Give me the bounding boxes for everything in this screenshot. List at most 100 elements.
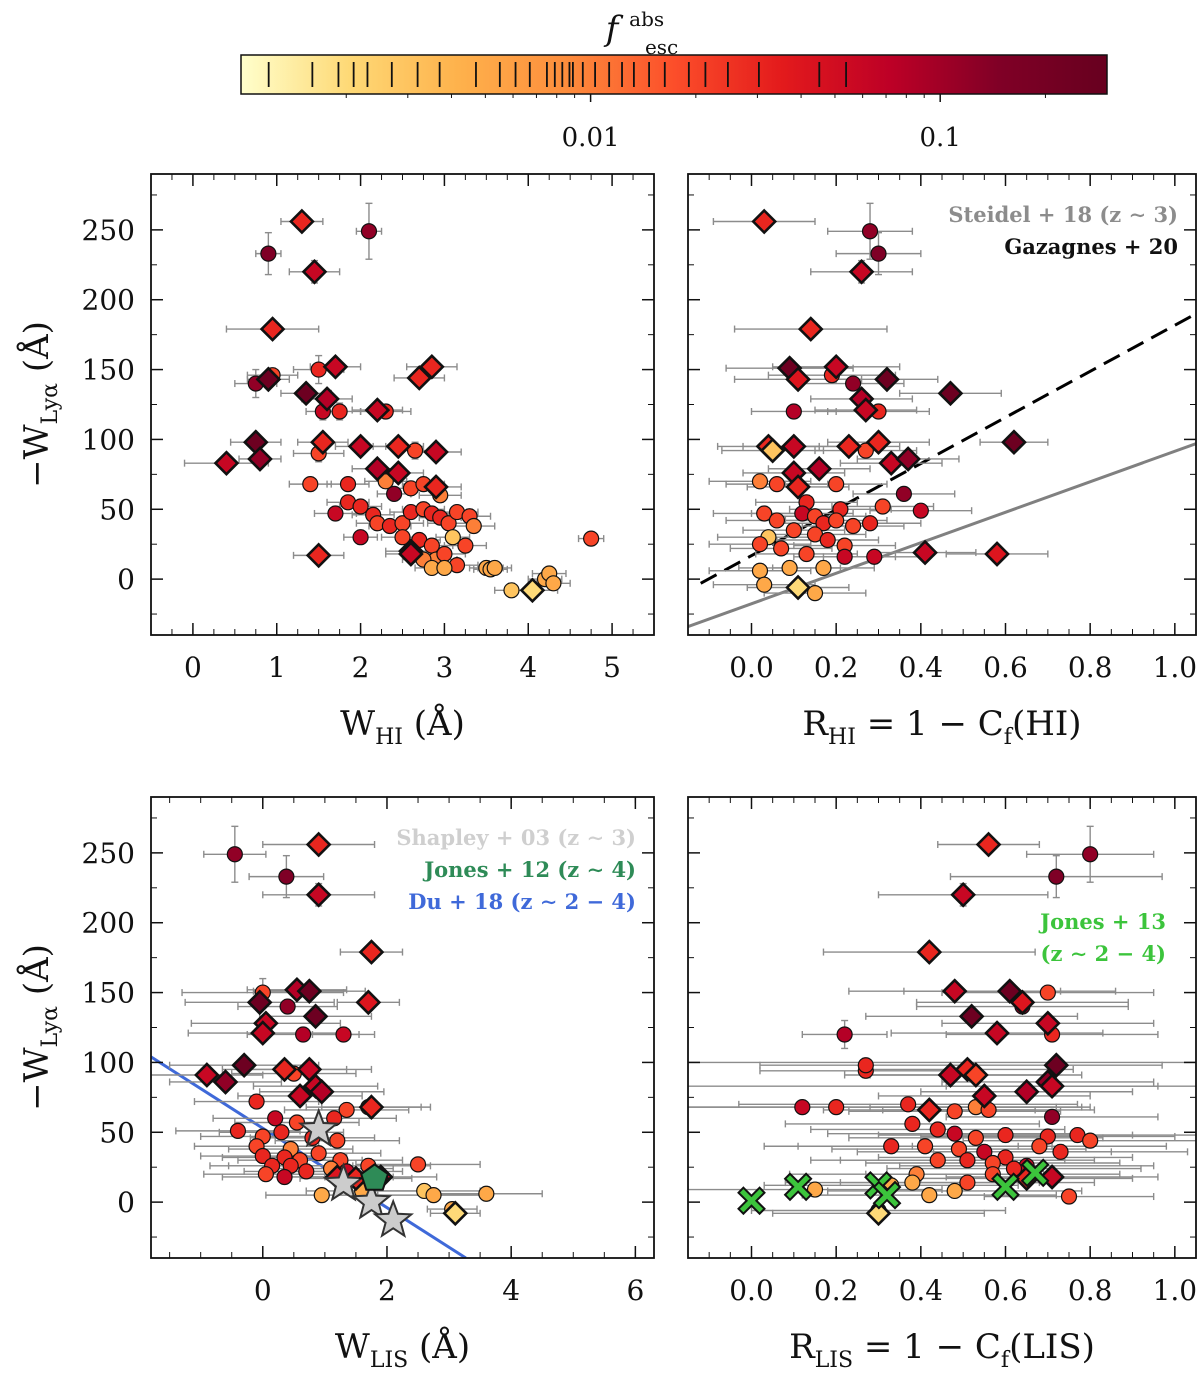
data-point-diamond — [984, 541, 1010, 567]
data-point-circle — [861, 515, 879, 532]
x-tick-label: 0 — [254, 1274, 272, 1307]
y-axis-title: −WLyα (Å) — [16, 321, 63, 488]
data-point-diamond — [355, 989, 382, 1016]
data-point-circle — [781, 559, 798, 577]
legend-entry: Gazagnes + 20 — [1004, 234, 1178, 259]
y-axis-title: −WLyα (Å) — [16, 944, 63, 1111]
data-point-circle — [785, 522, 802, 539]
data-point-circle — [836, 1026, 853, 1043]
y-tick-label: 200 — [82, 284, 135, 317]
data-point-circle — [352, 498, 369, 515]
data-point-diamond — [1034, 1010, 1061, 1037]
data-point-circle — [1060, 1188, 1078, 1205]
data-point-circle — [257, 1166, 274, 1183]
data-point-circle — [478, 1185, 495, 1202]
data-point-circle — [836, 548, 853, 565]
data-point-diamond — [419, 353, 445, 380]
data-point-circle — [278, 868, 295, 885]
data-point-diamond — [347, 433, 374, 460]
data-point-diamond — [302, 1003, 329, 1030]
data-point-circle — [313, 1187, 330, 1204]
data-point-circle — [310, 361, 327, 378]
data-point-circle — [288, 1114, 306, 1131]
fit-line — [688, 442, 1196, 629]
data-point-diamond — [895, 446, 921, 472]
data-point-diamond — [289, 208, 315, 235]
data-point-diamond — [442, 1200, 469, 1227]
legend-entry: Steidel + 18 (z ∼ 3) — [948, 202, 1178, 227]
legend-entry: Jones + 12 (z ∼ 4) — [422, 857, 636, 882]
data-point-diamond — [958, 1003, 985, 1030]
data-point-circle — [295, 1026, 312, 1043]
x-tick-label: 5 — [603, 651, 621, 684]
data-point-circle — [794, 1099, 811, 1116]
data-point-circle — [425, 1187, 442, 1204]
data-point-circle — [751, 536, 769, 553]
x-tick-label: 0.2 — [814, 651, 859, 684]
data-point-diamond — [1013, 1078, 1040, 1105]
colorbar-markers — [267, 62, 847, 87]
data-point-circle — [828, 1099, 845, 1116]
data-point-diamond — [852, 397, 879, 423]
data-point-diamond — [950, 881, 977, 908]
data-point-diamond — [963, 1062, 989, 1088]
data-point-diamond — [806, 455, 833, 482]
data-point-circle — [339, 476, 357, 493]
data-point-diamond — [246, 989, 273, 1016]
y-tick-label: 250 — [82, 214, 135, 247]
data-markers — [751, 208, 1027, 602]
data-point-circle — [436, 545, 453, 563]
data-point-diamond — [797, 316, 824, 342]
data-point-diamond — [751, 208, 778, 235]
data-point-circle — [806, 1181, 824, 1198]
data-point-circle — [1082, 1132, 1099, 1149]
y-tick-label: 100 — [82, 423, 135, 456]
x-axis-title: WLIS (Å) — [335, 1326, 470, 1373]
data-point-circle — [406, 442, 424, 459]
x-tick-label: 0.8 — [1068, 651, 1113, 684]
data-point-diamond — [785, 574, 811, 601]
data-point-circle — [857, 442, 874, 459]
colorbar-tick-label: 0.01 — [562, 123, 620, 153]
x-tick-label: 0 — [184, 651, 202, 684]
data-point-circle — [254, 1147, 271, 1165]
data-point-circle — [310, 1145, 327, 1162]
data-point-circle — [377, 473, 394, 490]
x-axis-title-sub2: f — [1001, 1348, 1011, 1373]
x-axis-title-sub: HI — [828, 725, 856, 750]
data-point-circle — [1039, 984, 1056, 1001]
data-point-diamond — [364, 455, 391, 482]
x-axis-title-unit: (Å) — [408, 1326, 470, 1367]
data-point-circle — [503, 582, 520, 599]
data-point-circle — [950, 1140, 968, 1158]
shapley-star — [372, 1198, 415, 1239]
jones12-pentagon — [360, 1163, 390, 1191]
colorbar-label: f abs esc — [603, 0, 679, 59]
jones13-cross — [783, 1172, 813, 1202]
data-point-circle — [768, 512, 786, 529]
data-point-circle — [929, 1121, 946, 1138]
data-point-diamond — [322, 353, 349, 380]
data-point-circle — [276, 1168, 293, 1186]
legend: Steidel + 18 (z ∼ 3) Gazagnes + 20 — [948, 202, 1178, 259]
fit-line — [699, 312, 1196, 585]
data-point-diamond — [385, 433, 412, 460]
ticks: 0.0 0.2 0.4 0.6 0.8 1.0 — [688, 797, 1197, 1307]
x-axis-title-unit: = 1 − C — [853, 1327, 1001, 1367]
data-point-diamond — [310, 429, 336, 456]
data-point-diamond — [259, 316, 286, 342]
data-point-diamond — [823, 353, 850, 380]
data-point-circle — [946, 1182, 963, 1200]
shapley-star — [322, 1162, 365, 1202]
x-axis-title-tail: (HI) — [1012, 704, 1082, 744]
jones13-cross — [991, 1172, 1020, 1202]
x-axis-title-unit: = 1 − C — [856, 704, 1004, 744]
x-axis-title-sub: HI — [375, 725, 403, 750]
legend: Jones + 13 (z ∼ 2 − 4) — [1038, 909, 1166, 966]
x-axis-title-sub2: f — [1004, 725, 1014, 750]
data-point-circle — [409, 1156, 427, 1173]
data-point-diamond — [398, 541, 424, 567]
legend-entry: Shapley + 03 (z ∼ 3) — [396, 825, 636, 850]
